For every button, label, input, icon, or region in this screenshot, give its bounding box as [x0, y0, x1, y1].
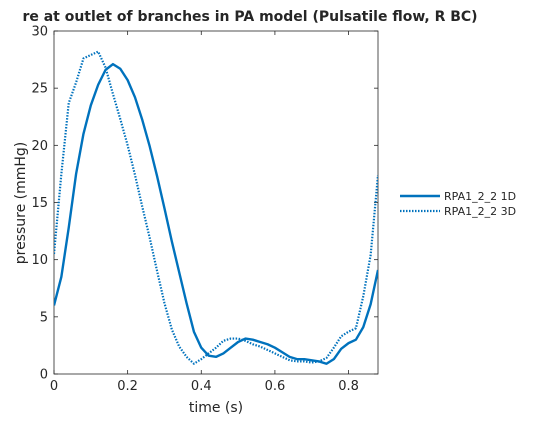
series-line-1d	[54, 62, 378, 365]
y-tick-label: 25	[31, 82, 48, 97]
plot-lines	[54, 50, 378, 365]
axes: 0 0.2 0.4 0.6 0.8 0 5 10 15 20 25 30	[31, 25, 379, 394]
y-tick-label: 5	[40, 310, 48, 325]
plot-area-box	[53, 30, 379, 375]
series-line-3d	[54, 50, 378, 365]
legend-label: RPA1_2_2 3D	[444, 205, 516, 218]
x-tick-label: 0.6	[265, 379, 286, 394]
x-tick-label: 0.4	[191, 379, 212, 394]
x-tick-label: 0.2	[117, 379, 138, 394]
y-tick-label: 30	[31, 25, 48, 40]
x-axis-label: time (s)	[189, 400, 243, 416]
legend-label: RPA1_2_2 1D	[444, 190, 516, 203]
chart-title: re at outlet of branches in PA model (Pu…	[22, 9, 477, 25]
legend: RPA1_2_2 1D RPA1_2_2 3D	[400, 190, 516, 218]
y-tick-label: 10	[31, 253, 48, 268]
y-tick-label: 0	[40, 368, 48, 383]
x-tick-label: 0.8	[338, 379, 359, 394]
x-tick-label: 0	[50, 379, 58, 394]
y-tick-label: 15	[31, 196, 48, 211]
y-axis-label: pressure (mmHg)	[13, 142, 29, 265]
y-tick-label: 20	[31, 139, 48, 154]
